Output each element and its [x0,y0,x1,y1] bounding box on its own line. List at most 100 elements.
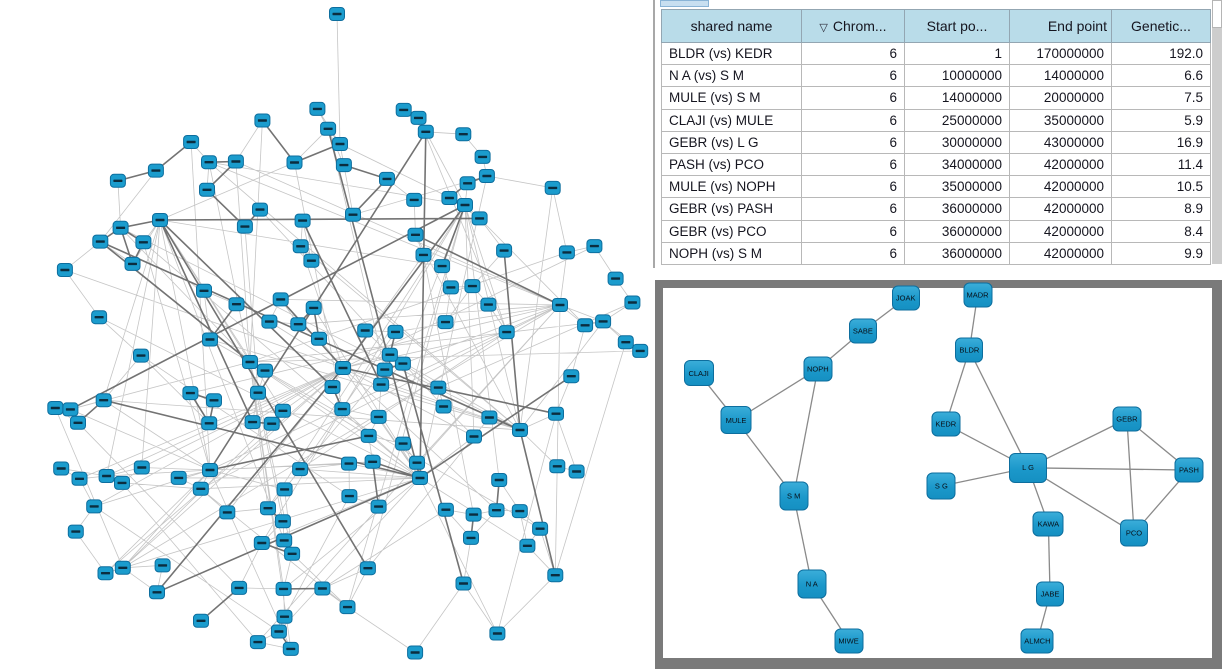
subnetwork-node-bldr[interactable]: BLDR [955,337,984,363]
table-cell[interactable]: 1 [904,41,1010,66]
subnetwork-node-joak[interactable]: JOAK [891,285,920,311]
table-cell[interactable]: 36000000 [904,219,1010,243]
table-row[interactable]: GEBR (vs) L G 6 30000000 43000000 16.9 [661,130,1211,154]
table-cell[interactable]: 6 [801,86,905,110]
network-node[interactable] [512,423,528,437]
network-node[interactable] [86,499,103,514]
network-node[interactable] [274,403,291,418]
table-row[interactable]: BLDR (vs) KEDR 6 1 170000000 192.0 [661,41,1211,66]
table-cell[interactable]: 20000000 [1009,86,1112,110]
network-node[interactable] [272,292,289,307]
network-node[interactable] [56,263,73,277]
subnetwork-edge[interactable] [793,495,813,585]
network-node[interactable] [441,191,458,205]
network-node[interactable] [577,318,594,333]
table-cell[interactable]: 10000000 [904,64,1010,88]
column-header-end-point[interactable]: End point [1009,9,1112,43]
network-node[interactable] [496,243,513,258]
network-node[interactable] [379,171,395,186]
table-cell[interactable]: 30000000 [904,130,1010,154]
table-cell[interactable]: 42000000 [1009,241,1112,265]
table-cell[interactable]: 16.9 [1111,130,1211,154]
table-cell[interactable]: 5.9 [1111,108,1211,132]
network-node[interactable] [471,211,488,226]
table-row[interactable]: PASH (vs) PCO 6 34000000 42000000 11.4 [661,152,1211,177]
network-node[interactable] [457,198,473,212]
network-node[interactable] [406,192,423,207]
overview-network-panel[interactable] [0,0,655,669]
network-node[interactable] [478,169,495,183]
network-node[interactable] [474,149,491,164]
network-node[interactable] [480,297,497,312]
network-node[interactable] [91,310,108,325]
table-cell[interactable]: 14000000 [1009,64,1112,88]
network-node[interactable] [97,566,114,581]
network-node[interactable] [70,415,86,430]
network-node[interactable] [334,402,351,417]
network-node[interactable] [133,460,150,475]
network-node[interactable] [152,213,168,227]
table-cell[interactable]: 25000000 [904,108,1010,132]
subnetwork-node-jabe[interactable]: JABE [1036,581,1065,607]
network-node[interactable] [370,499,387,514]
network-node[interactable] [219,505,236,520]
network-node[interactable] [276,533,293,548]
network-node[interactable] [409,455,425,470]
network-node[interactable] [544,180,561,195]
network-node[interactable] [532,521,549,536]
subnetwork-node-kawa[interactable]: KAWA [1032,511,1064,537]
table-cell[interactable]: N A (vs) S M [661,64,802,88]
column-header-chrom-[interactable]: ▽ Chrom... [801,9,905,43]
subnetwork-node-sg[interactable]: S G [926,472,956,500]
table-cell[interactable]: 8.4 [1111,219,1211,243]
network-node[interactable] [435,399,452,414]
network-node[interactable] [92,234,109,249]
network-node[interactable] [459,176,476,191]
column-header-start-po-[interactable]: Start po... [904,9,1010,43]
table-cell[interactable]: 6 [801,130,905,154]
network-node[interactable] [149,585,165,600]
network-node[interactable] [415,247,432,262]
table-cell[interactable]: 36000000 [904,197,1010,221]
subnetwork-node-sm[interactable]: S M [779,481,809,511]
network-node[interactable] [260,501,276,516]
network-node[interactable] [201,155,217,170]
table-cell[interactable]: 14000000 [904,86,1010,110]
network-node[interactable] [236,219,253,234]
table-cell[interactable]: 192.0 [1111,41,1211,66]
network-node[interactable] [254,113,271,128]
network-node[interactable] [632,343,649,358]
network-node[interactable] [114,560,131,575]
network-node[interactable] [199,182,215,197]
network-node[interactable] [548,406,564,421]
network-node[interactable] [311,331,327,346]
network-node[interactable] [489,626,506,641]
table-cell[interactable]: 6 [801,197,905,221]
table-cell[interactable]: 7.5 [1111,86,1211,110]
subnetwork-node-lg[interactable]: L G [1009,452,1048,483]
network-node[interactable] [282,641,299,656]
network-node[interactable] [263,416,280,431]
network-node[interactable] [617,335,634,350]
network-node[interactable] [98,469,115,483]
subnetwork-edge[interactable] [1126,418,1135,533]
table-cell[interactable]: MULE (vs) S M [661,86,802,110]
network-node[interactable] [124,256,141,271]
network-node[interactable] [547,568,564,583]
table-cell[interactable]: 6 [801,64,905,88]
table-row[interactable]: MULE (vs) NOPH 6 35000000 42000000 10.5 [661,175,1211,199]
network-node[interactable] [109,173,126,188]
network-node[interactable] [430,380,447,395]
table-cell[interactable]: 6 [801,219,905,243]
network-node[interactable] [345,207,361,222]
network-node[interactable] [558,245,575,260]
filter-icon[interactable]: ▽ [819,22,828,34]
network-node[interactable] [455,127,472,142]
table-row[interactable]: MULE (vs) S M 6 14000000 20000000 7.5 [661,86,1211,110]
network-node[interactable] [394,356,411,371]
network-node[interactable] [67,524,84,539]
table-cell[interactable]: 43000000 [1009,130,1112,154]
network-node[interactable] [329,7,345,21]
network-node[interactable] [395,436,412,451]
network-node[interactable] [417,124,434,139]
